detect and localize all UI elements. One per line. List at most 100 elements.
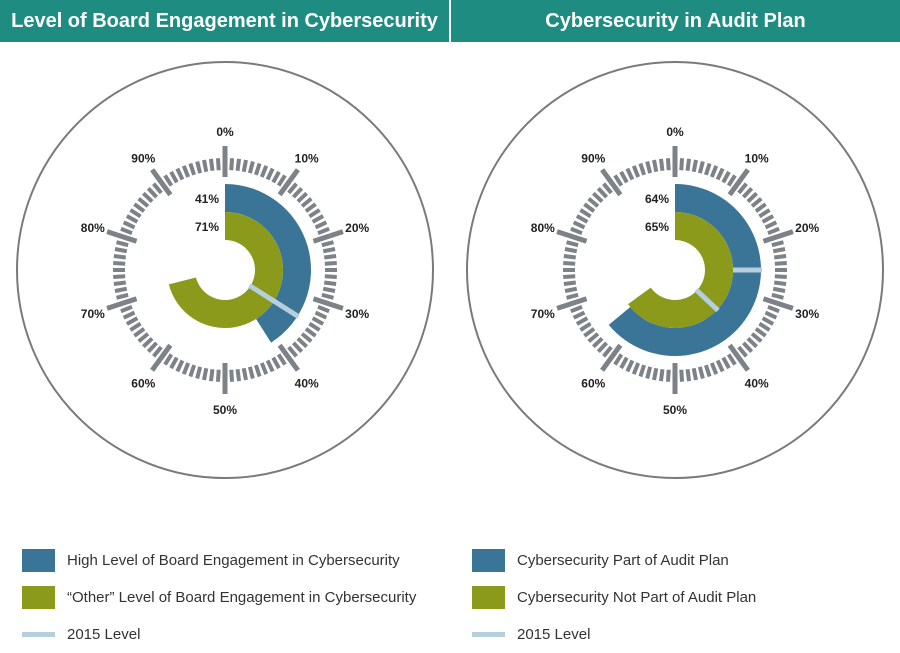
- minor-tick: [579, 208, 592, 219]
- minor-tick: [771, 292, 784, 300]
- minor-tick: [619, 170, 629, 184]
- minor-tick: [235, 368, 242, 382]
- minor-tick: [146, 186, 159, 199]
- minor-tick: [564, 286, 578, 293]
- minor-tick: [129, 208, 142, 219]
- tick-label: 30%: [345, 307, 369, 321]
- tick-label: 90%: [581, 152, 605, 166]
- tick-label: 80%: [531, 221, 555, 235]
- chart-title-left: Level of Board Engagement in Cybersecuri…: [0, 0, 449, 42]
- minor-tick: [691, 367, 698, 381]
- legend-item: High Level of Board Engagement in Cybers…: [22, 542, 416, 579]
- radial-chart-audit-plan: 0% 10% 20% 30% 40% 50% 60% 70% 80% 90% 64% 65%: [466, 61, 884, 479]
- minor-tick: [308, 321, 321, 332]
- minor-tick: [113, 260, 126, 266]
- minor-tick: [750, 197, 763, 208]
- minor-tick: [566, 292, 579, 300]
- minor-tick: [114, 286, 128, 293]
- major-tick: [312, 296, 344, 311]
- minor-tick: [566, 240, 579, 248]
- radial-chart-board-engagement: 0% 10% 20% 30% 40% 50% 60% 70% 80% 90% 41% 71%: [16, 61, 434, 479]
- minor-tick: [181, 165, 191, 178]
- minor-tick: [638, 364, 647, 378]
- minor-tick: [163, 353, 174, 366]
- minor-tick: [133, 202, 146, 213]
- minor-tick: [324, 260, 337, 266]
- minor-tick: [773, 280, 787, 287]
- legend-label: Cybersecurity Part of Audit Plan: [517, 552, 729, 569]
- minor-tick: [195, 161, 203, 174]
- value-label: 64%: [645, 192, 669, 206]
- major-tick: [762, 296, 794, 311]
- minor-tick: [314, 310, 328, 320]
- minor-tick: [564, 247, 578, 254]
- legend-swatch-2015-line: [472, 632, 505, 637]
- value-label: 71%: [195, 220, 219, 234]
- ring-olive: [168, 212, 283, 328]
- minor-tick: [300, 197, 313, 208]
- minor-tick: [715, 359, 725, 373]
- major-tick: [106, 296, 138, 311]
- minor-tick: [208, 158, 215, 172]
- tick-label: 0%: [216, 125, 234, 139]
- chart-panel-board-engagement: 0% 10% 20% 30% 40% 50% 60% 70% 80% 90% 41% 71% High…: [0, 42, 450, 643]
- outer-circle: [466, 61, 884, 479]
- minor-tick: [141, 336, 154, 349]
- minor-tick: [265, 167, 275, 181]
- minor-tick: [741, 186, 754, 199]
- minor-tick: [133, 327, 146, 338]
- minor-tick: [308, 208, 321, 219]
- minor-tick: [685, 368, 692, 382]
- minor-tick: [631, 165, 641, 178]
- minor-tick: [120, 226, 133, 236]
- minor-tick: [721, 356, 731, 370]
- minor-tick: [247, 161, 255, 174]
- minor-tick: [652, 367, 659, 381]
- minor-tick: [122, 310, 136, 320]
- minor-tick: [175, 167, 185, 181]
- major-tick: [277, 343, 300, 372]
- minor-tick: [697, 366, 705, 379]
- minor-tick: [619, 356, 629, 370]
- minor-tick: [271, 170, 281, 184]
- minor-tick: [737, 345, 748, 358]
- minor-tick: [746, 336, 759, 349]
- minor-tick: [772, 286, 786, 293]
- tick-label: 10%: [745, 152, 769, 166]
- minor-tick: [709, 165, 719, 178]
- minor-tick: [311, 214, 325, 224]
- minor-tick: [259, 165, 269, 178]
- minor-tick: [591, 191, 604, 204]
- legend-item: Cybersecurity Part of Audit Plan: [472, 542, 756, 579]
- minor-tick: [761, 214, 775, 224]
- minor-tick: [774, 260, 787, 266]
- minor-tick: [746, 191, 759, 204]
- minor-tick: [726, 353, 737, 366]
- minor-tick: [679, 158, 685, 171]
- outer-circle: [16, 61, 434, 479]
- minor-tick: [116, 240, 129, 248]
- minor-tick: [587, 197, 600, 208]
- minor-tick: [596, 341, 609, 354]
- minor-tick: [152, 345, 163, 358]
- minor-tick: [152, 182, 163, 195]
- minor-tick: [638, 162, 647, 176]
- minor-tick: [113, 280, 127, 287]
- legend-audit-plan: Cybersecurity Part of Audit Plan Cyberse…: [472, 542, 756, 653]
- minor-tick: [774, 274, 787, 280]
- minor-tick: [137, 197, 150, 208]
- major-tick: [556, 229, 588, 244]
- legend-swatch-blue: [22, 549, 55, 572]
- minor-tick: [125, 214, 139, 224]
- minor-tick: [750, 332, 763, 343]
- minor-tick: [761, 316, 775, 326]
- minor-tick: [579, 321, 592, 332]
- tick-label: 70%: [531, 307, 555, 321]
- minor-tick: [129, 321, 142, 332]
- tick-label: 40%: [295, 376, 319, 390]
- minor-tick: [645, 366, 653, 379]
- minor-tick: [137, 332, 150, 343]
- minor-tick: [202, 367, 209, 381]
- minor-tick: [570, 304, 583, 314]
- chart-panel-audit-plan: 0% 10% 20% 30% 40% 50% 60% 70% 80% 90% 64% 65% Cybe…: [450, 42, 900, 643]
